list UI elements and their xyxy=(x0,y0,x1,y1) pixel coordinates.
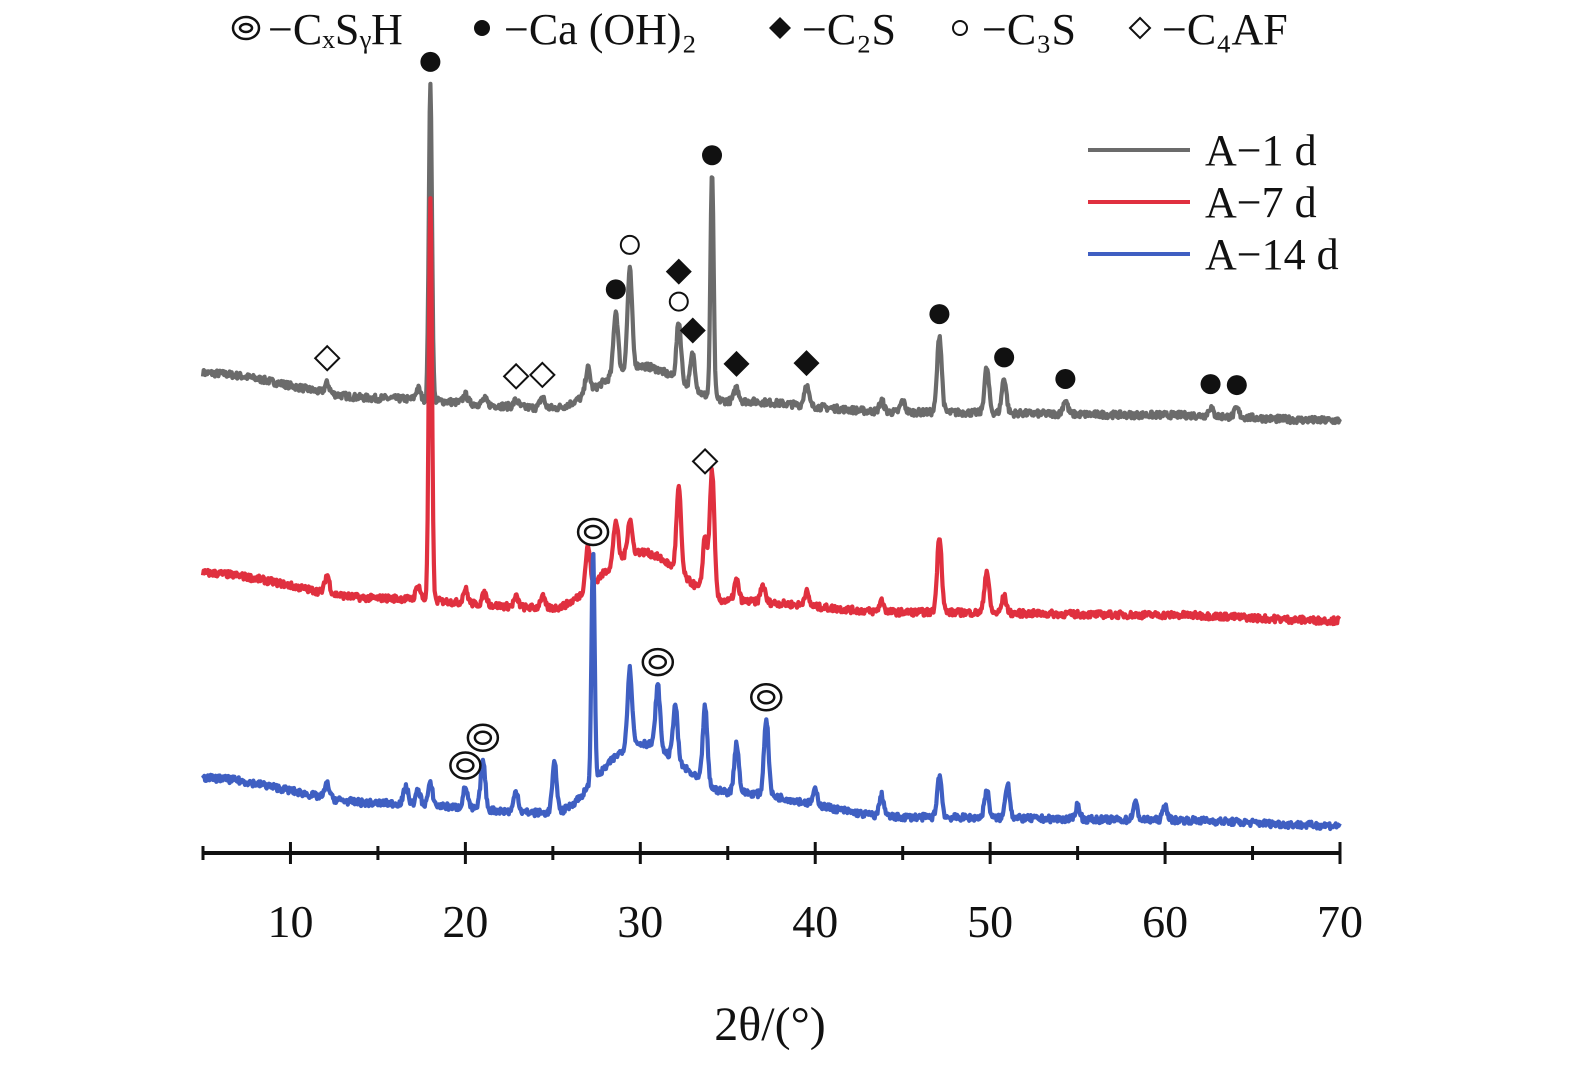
filled-circle-marker xyxy=(1226,375,1247,396)
filled-circle-marker xyxy=(474,20,490,36)
open-circle-marker xyxy=(619,234,640,255)
filled-diamond-marker xyxy=(793,350,820,377)
legend-label: A−1 d xyxy=(1205,126,1317,175)
double-circle-marker xyxy=(576,517,610,547)
legend-label: A−7 d xyxy=(1205,178,1317,227)
filled-diamond-marker xyxy=(679,317,706,344)
open-circle-marker xyxy=(952,20,968,36)
filled-circle-marker xyxy=(702,145,723,166)
x-tick-label: 60 xyxy=(1142,896,1188,947)
phase-markers xyxy=(313,51,1247,780)
legend-label: A−14 d xyxy=(1205,230,1339,279)
filled-circle-marker xyxy=(994,347,1015,368)
filled-circle-marker xyxy=(420,51,441,72)
filled-diamond-marker xyxy=(723,350,750,377)
filled-circle-marker xyxy=(929,304,950,325)
filled-diamond-marker xyxy=(769,17,791,39)
x-tick-label: 50 xyxy=(967,896,1013,947)
x-axis: 10 20 30 40 50 60 70 xyxy=(201,842,1363,947)
series-legend: A−1 dA−7 dA−14 d xyxy=(1088,126,1339,279)
x-tick-label: 30 xyxy=(617,896,663,947)
filled-circle-marker xyxy=(1200,374,1221,395)
open-diamond-marker xyxy=(528,361,556,389)
filled-diamond-marker xyxy=(665,258,692,285)
double-circle-marker xyxy=(449,751,482,780)
plot-area xyxy=(200,81,1342,832)
series-line-3 xyxy=(201,551,1342,832)
open-diamond-marker xyxy=(691,447,719,475)
double-circle-marker xyxy=(750,683,783,712)
x-axis-title: 2θ/(°) xyxy=(714,998,826,1051)
open-diamond-marker xyxy=(1128,16,1152,40)
series-line-2 xyxy=(200,196,1342,627)
x-tick-label: 10 xyxy=(267,896,313,947)
series-line-1 xyxy=(200,81,1342,426)
double-circle-marker xyxy=(641,647,675,677)
filled-circle-marker xyxy=(605,279,626,300)
phase-key-label: −Ca (OH)₂ xyxy=(504,5,697,54)
x-tick-label: 70 xyxy=(1317,896,1363,947)
open-diamond-marker xyxy=(313,344,341,372)
phase-key-label: −C₃S xyxy=(982,5,1076,54)
double-circle-marker xyxy=(466,723,500,753)
double-circle-marker xyxy=(231,15,261,41)
x-tick-label: 20 xyxy=(442,896,488,947)
open-circle-marker xyxy=(668,291,689,312)
phase-key-legend: −CₓSᵧH −Ca (OH)₂ −C₂S −C₃S −C₄AF xyxy=(231,5,1288,54)
phase-key-label: −CₓSᵧH xyxy=(268,5,403,54)
phase-key-label: −C₂S xyxy=(802,5,896,54)
open-diamond-marker xyxy=(502,362,530,390)
filled-circle-marker xyxy=(1055,368,1076,389)
phase-key-label: −C₄AF xyxy=(1162,5,1288,54)
x-tick-label: 40 xyxy=(792,896,838,947)
